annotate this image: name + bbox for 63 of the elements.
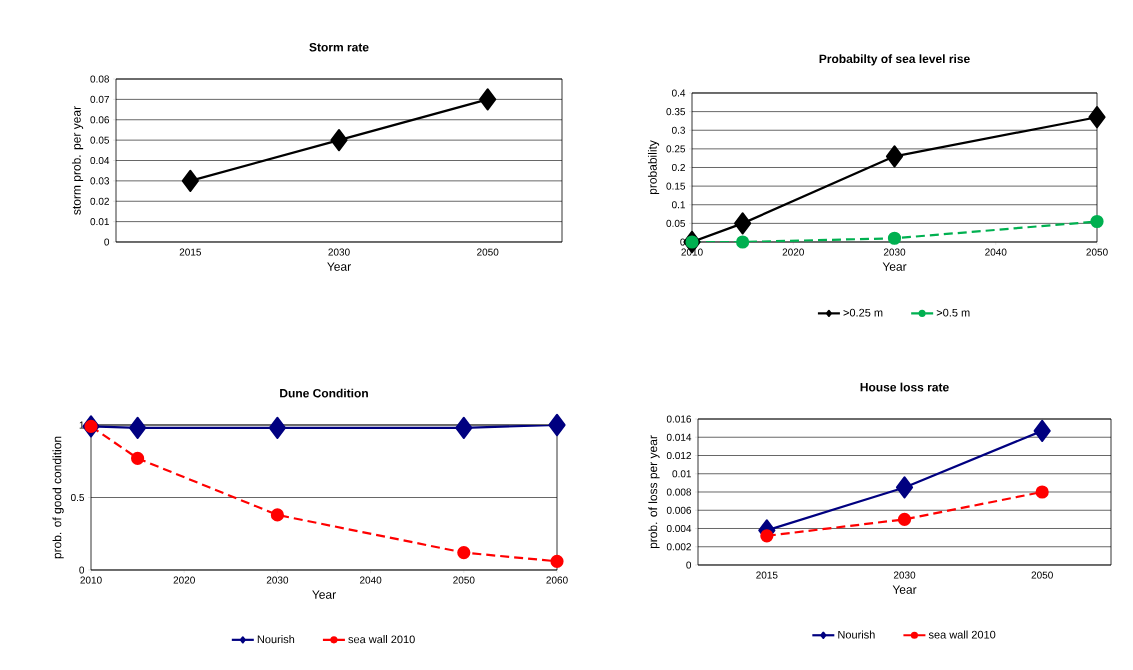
legend-label: sea wall 2010: [348, 635, 415, 644]
y-tick-label: 0.03: [90, 177, 110, 185]
y-tick-label: 0.1: [671, 201, 685, 209]
y-tick-label: 0.4: [671, 89, 686, 97]
y-tick-label: 0.006: [666, 506, 692, 514]
y-tick-label: 0.35: [666, 108, 686, 116]
x-tick-label: 2020: [173, 576, 195, 584]
y-tick-label: 0.05: [90, 136, 110, 144]
x-tick-label: 2020: [782, 248, 804, 256]
legend-label: >0.5 m: [936, 308, 970, 317]
x-tick-label: 2040: [985, 248, 1007, 256]
x-tick-label: 2060: [546, 576, 568, 584]
y-tick-label: 0.01: [90, 218, 109, 226]
x-tick-label: 2040: [359, 576, 382, 584]
y-tick-label: 0.08: [90, 75, 110, 83]
x-tick-label: 2050: [1031, 571, 1053, 579]
y-tick-label: 0.5: [70, 493, 85, 502]
y-tick-label: 0.05: [666, 219, 686, 227]
y-tick-label: 0.014: [666, 433, 692, 441]
y-tick-label: 0: [686, 561, 692, 569]
y-tick-label: 0.25: [666, 145, 686, 153]
y-axis-title: prob. of loss per year: [648, 435, 660, 549]
x-tick-label: 2015: [179, 248, 202, 256]
chart-title: Storm rate: [309, 42, 369, 52]
y-tick-label: 0.008: [666, 488, 692, 496]
y-axis-title: prob. of good condition: [52, 436, 64, 559]
y-axis-title: storm prob. per year: [71, 106, 84, 215]
x-axis-title: Year: [327, 262, 351, 271]
x-tick-label: 2030: [266, 576, 289, 584]
x-tick-label: 2030: [328, 248, 350, 256]
x-axis-title: Year: [312, 590, 336, 599]
chart-title: Probabilty of sea level rise: [819, 54, 970, 66]
legend-label: sea wall 2010: [928, 630, 996, 639]
y-axis-title: probability: [647, 140, 660, 195]
x-tick-label: 2050: [453, 576, 475, 584]
y-tick-label: 0.04: [90, 156, 110, 165]
legend-label: Nourish: [838, 630, 875, 639]
x-tick-label: 2010: [80, 576, 102, 584]
chart-title: Dune Condition: [280, 388, 368, 398]
y-tick-label: 0.06: [90, 116, 110, 124]
x-axis-title: Year: [892, 585, 917, 594]
y-tick-label: 0.3: [671, 126, 686, 134]
y-tick-label: 0.004: [666, 524, 692, 533]
y-tick-label: 0.01: [672, 470, 691, 478]
x-axis-title: Year: [882, 262, 907, 271]
x-tick-label: 2050: [477, 248, 499, 256]
y-tick-label: 0.02: [90, 197, 109, 205]
legend-label: >0.25 m: [843, 308, 883, 317]
y-tick-label: 0.07: [90, 95, 109, 103]
y-tick-label: 0: [79, 566, 85, 574]
y-tick-label: 0.2: [671, 163, 685, 172]
y-tick-label: 1: [79, 421, 84, 429]
x-tick-label: 2030: [893, 571, 916, 579]
legend-label: Nourish: [257, 635, 295, 644]
x-tick-label: 2030: [883, 248, 906, 256]
y-tick-label: 0.016: [666, 415, 692, 423]
x-tick-label: 2015: [756, 571, 778, 579]
y-tick-label: 0.012: [666, 451, 691, 460]
y-tick-label: 0.002: [666, 543, 691, 551]
chart-title: House loss rate: [860, 382, 949, 392]
y-tick-label: 0: [104, 238, 110, 246]
x-tick-label: 2050: [1086, 248, 1108, 256]
y-tick-label: 0.15: [666, 182, 686, 190]
